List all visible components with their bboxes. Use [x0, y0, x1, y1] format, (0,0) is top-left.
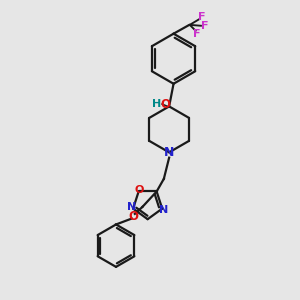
Text: O: O: [134, 185, 144, 195]
Text: N: N: [164, 146, 174, 159]
Text: O: O: [160, 98, 171, 111]
Text: N: N: [127, 202, 136, 212]
Text: F: F: [194, 29, 201, 39]
Text: F: F: [201, 21, 209, 31]
Text: F: F: [198, 12, 206, 22]
Text: N: N: [159, 205, 168, 215]
Text: H: H: [152, 99, 161, 109]
Text: O: O: [128, 210, 138, 223]
